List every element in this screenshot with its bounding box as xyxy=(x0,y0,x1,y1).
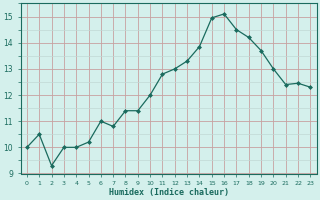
X-axis label: Humidex (Indice chaleur): Humidex (Indice chaleur) xyxy=(108,188,228,197)
